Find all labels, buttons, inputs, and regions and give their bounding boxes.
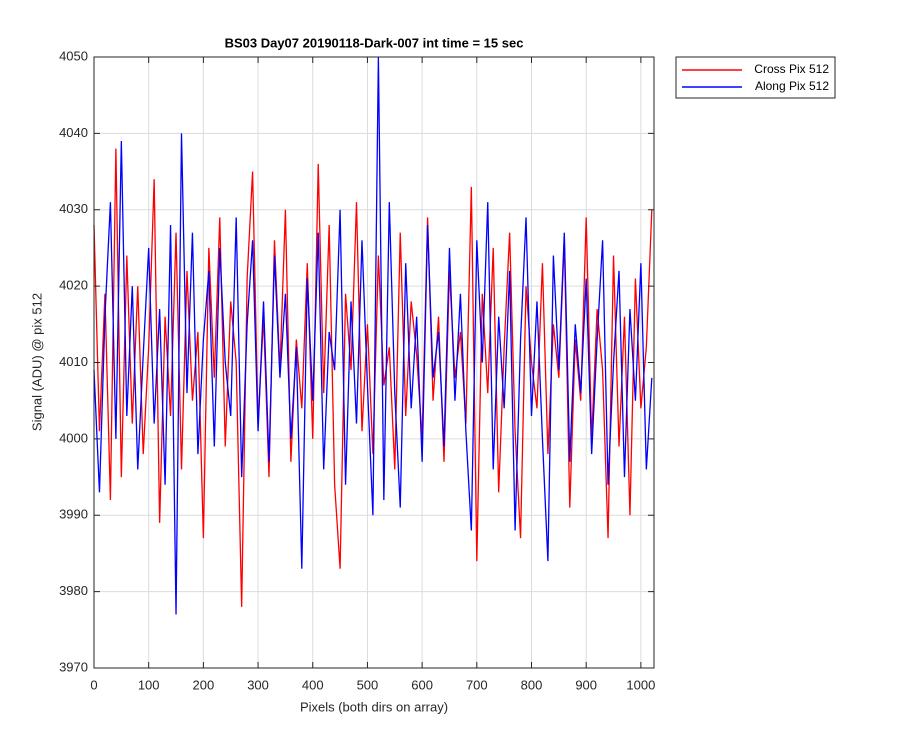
x-tick-label: 100 [138,677,160,692]
y-axis-label: Signal (ADU) @ pix 512 [29,293,44,431]
x-tick-label: 900 [575,677,597,692]
y-tick-label: 4030 [59,201,88,216]
y-tick-label: 3970 [59,659,88,674]
y-tick-label: 4040 [59,125,88,140]
legend-label: Along Pix 512 [755,79,829,93]
legend-label: Cross Pix 512 [754,62,829,76]
series-line [93,148,653,607]
ticks: 0 100 200 300 400 500 600 700 800 900 1000 3970 3980… [59,48,655,692]
y-tick-label: 4050 [59,48,88,63]
x-tick-label: 800 [521,677,543,692]
x-tick-label: 200 [193,677,215,692]
y-tick-label: 3990 [59,507,88,522]
legend: Cross Pix 512 Along Pix 512 [675,56,836,99]
y-tick-label: 4020 [59,278,88,293]
x-tick-label: 500 [357,677,379,692]
x-tick-label: 1000 [626,677,655,692]
series-line [93,56,653,615]
legend-box [675,56,836,99]
y-tick-label: 3980 [59,583,88,598]
lines [93,56,653,615]
x-tick-label: 700 [466,677,488,692]
y-tick-label: 4000 [59,430,88,445]
y-tick-label: 4010 [59,354,88,369]
x-tick-label: 300 [247,677,269,692]
x-tick-label: 600 [411,677,433,692]
x-tick-label: 0 [90,677,97,692]
x-tick-label: 400 [302,677,324,692]
chart-title: BS03 Day07 20190118-Dark-007 int time = … [225,35,524,50]
x-axis-label: Pixels (both dirs on array) [300,699,448,714]
